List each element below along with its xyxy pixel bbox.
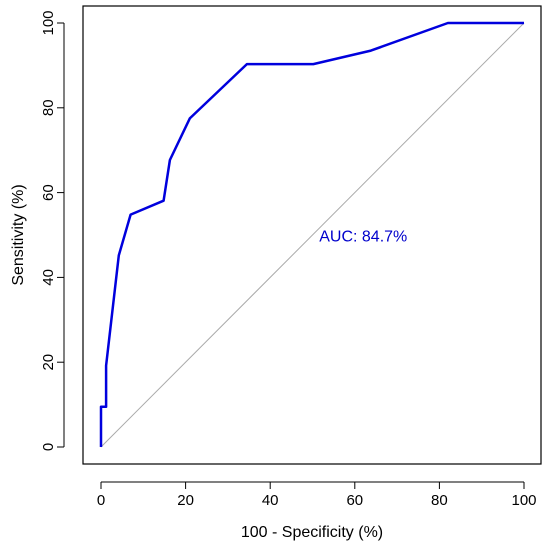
x-tick-label: 80 bbox=[431, 492, 448, 509]
auc-annotation: AUC: 84.7% bbox=[319, 228, 407, 245]
x-axis-title: 100 - Specificity (%) bbox=[241, 524, 383, 541]
y-tick-label: 60 bbox=[40, 184, 57, 201]
x-tick-label: 60 bbox=[346, 492, 363, 509]
x-tick-label: 0 bbox=[97, 492, 105, 509]
reference-diagonal-line bbox=[100, 22, 525, 448]
y-tick-label: 20 bbox=[40, 354, 57, 371]
y-axis: 0 20 40 60 80 100 bbox=[40, 10, 65, 451]
x-tick-label: 100 bbox=[511, 492, 536, 509]
x-axis: 0 20 40 60 80 100 bbox=[97, 481, 537, 509]
y-tick-label: 80 bbox=[40, 99, 57, 116]
roc-curve-line bbox=[99, 21, 524, 447]
y-axis-title: Sensitivity (%) bbox=[10, 184, 27, 285]
plot-frame bbox=[82, 5, 542, 465]
x-tick-label: 40 bbox=[262, 492, 279, 509]
y-tick-label: 0 bbox=[40, 443, 57, 451]
y-tick-label: 100 bbox=[40, 10, 57, 35]
x-tick-label: 20 bbox=[177, 492, 194, 509]
y-tick-label: 40 bbox=[40, 269, 57, 286]
